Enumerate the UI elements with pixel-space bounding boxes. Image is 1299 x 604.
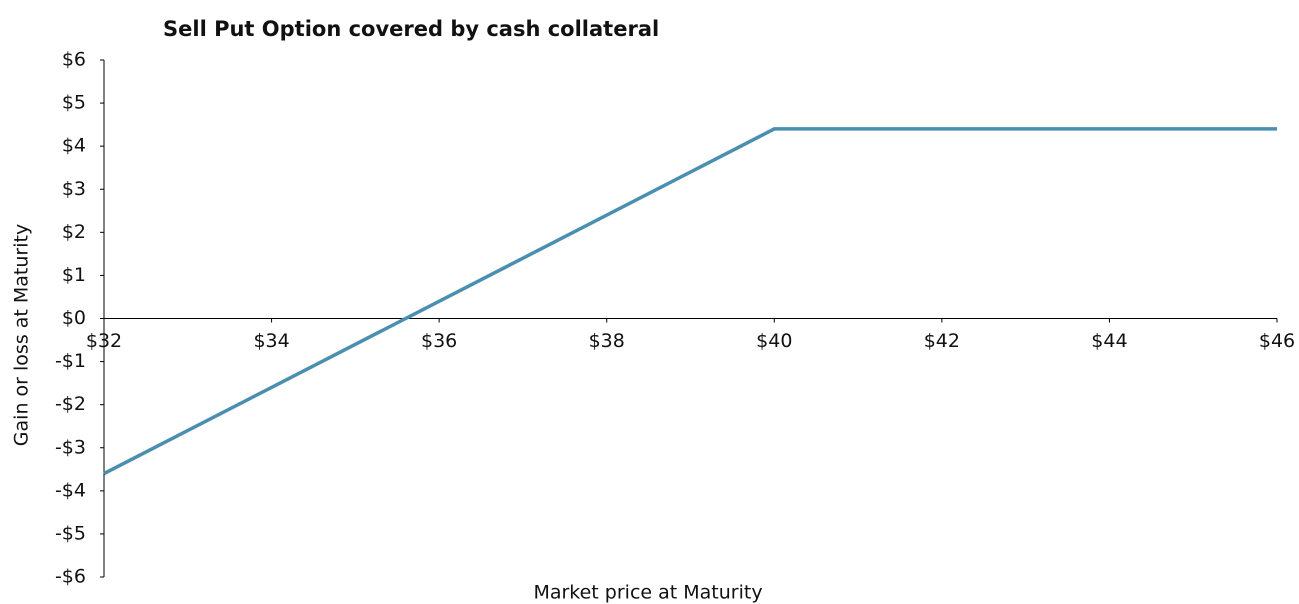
x-axis-label: Market price at Maturity bbox=[533, 582, 762, 604]
y-tick-label: -$1 bbox=[55, 350, 86, 372]
y-tick-label: $3 bbox=[62, 178, 86, 200]
x-tick-label: $38 bbox=[589, 330, 625, 352]
x-tick-label: $42 bbox=[924, 330, 960, 352]
line bbox=[103, 127, 1277, 476]
y-axis-label: Gain or loss at Maturity bbox=[11, 224, 33, 446]
y-tick-label: $5 bbox=[62, 92, 86, 114]
chart-title: Sell Put Option covered by cash collater… bbox=[163, 17, 659, 41]
y-tick-label: $2 bbox=[62, 221, 86, 243]
y-tick-label: -$6 bbox=[55, 566, 86, 588]
x-tick-label: $36 bbox=[421, 330, 457, 352]
y-tick-label: -$2 bbox=[55, 393, 86, 415]
y-tick-label: $0 bbox=[62, 307, 86, 329]
y-tick-label: -$3 bbox=[55, 436, 86, 458]
x-tick-label: $44 bbox=[1091, 330, 1127, 352]
x-tick-label: $46 bbox=[1259, 330, 1295, 352]
y-tick-label: $4 bbox=[62, 135, 86, 157]
y-tick-label: -$4 bbox=[55, 479, 86, 501]
y-tick-label: $1 bbox=[62, 264, 86, 286]
y-tick-label: $6 bbox=[62, 49, 86, 71]
y-tick-label: -$5 bbox=[55, 522, 86, 544]
x-tick-label: $32 bbox=[86, 330, 122, 352]
x-tick-label: $34 bbox=[253, 330, 289, 352]
x-tick-label: $40 bbox=[756, 330, 792, 352]
